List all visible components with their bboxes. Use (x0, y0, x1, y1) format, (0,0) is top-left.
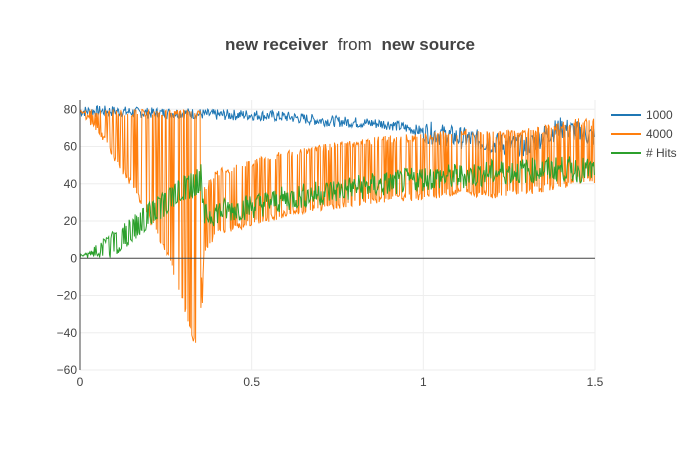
y-tick-label: 60 (64, 140, 78, 154)
series-layer (79, 105, 595, 343)
chart-title: new receiver from new source (225, 35, 475, 54)
title-part-from: from (338, 35, 372, 54)
y-tick-label: 40 (64, 177, 78, 191)
title-part-source: new source (381, 35, 475, 54)
y-tick-label: −60 (57, 363, 78, 377)
legend-label: 4000 (646, 127, 673, 141)
y-tick-label: 0 (70, 251, 77, 265)
y-tick-label: −20 (57, 289, 78, 303)
y-tick-label: 20 (64, 214, 78, 228)
legend-item-hits[interactable]: # Hits (611, 146, 677, 160)
series-line-4000 (79, 108, 595, 343)
axis-layer: 0 0.5 1 1.5 80 60 40 20 0 −20 −40 −60 (57, 100, 604, 389)
y-tick-label: −40 (57, 326, 78, 340)
legend-label: # Hits (646, 146, 677, 160)
legend-item-4000[interactable]: 4000 (611, 127, 673, 141)
x-tick-label: 1.5 (587, 375, 604, 389)
legend-item-1000[interactable]: 1000 (611, 108, 673, 122)
x-tick-label: 1 (420, 375, 427, 389)
series-line-hits (79, 156, 595, 260)
y-tick-label: 80 (64, 102, 78, 116)
legend[interactable]: 1000 4000 # Hits (611, 108, 677, 160)
title-part-receiver: new receiver (225, 35, 328, 54)
legend-label: 1000 (646, 108, 673, 122)
x-tick-label: 0.5 (243, 375, 260, 389)
x-tick-label: 0 (77, 375, 84, 389)
